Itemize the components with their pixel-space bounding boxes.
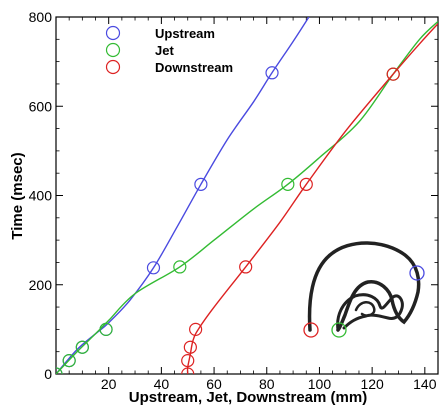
series-downstream — [181, 23, 438, 374]
inset-marker-jet — [331, 322, 347, 338]
data-point-downstream — [189, 322, 203, 336]
plot-area — [55, 16, 439, 375]
data-point-jet — [173, 260, 187, 274]
x-tick-label: 60 — [206, 376, 222, 392]
x-tick-label: 100 — [308, 376, 332, 392]
y-tick-label: 400 — [29, 188, 53, 204]
inset-marker-upstream — [409, 265, 425, 281]
data-point-jet — [281, 177, 295, 191]
legend-label-downstream: Downstream — [155, 60, 233, 75]
data-point-downstream — [181, 354, 195, 368]
data-point-downstream — [239, 260, 253, 274]
series-jet — [56, 20, 438, 374]
data-point-jet — [99, 322, 113, 336]
data-point-downstream — [386, 67, 400, 81]
legend-label-upstream: Upstream — [155, 26, 215, 41]
data-point-upstream — [265, 66, 279, 80]
y-tick-label: 600 — [29, 98, 53, 114]
legend-marker-downstream — [105, 59, 121, 75]
series-line-downstream — [186, 23, 438, 374]
series-layer — [56, 17, 438, 374]
axis-ticks — [56, 16, 438, 375]
tick-labels: 20 40 60 80 100 120 140 0 200 400 600 800 — [29, 9, 437, 392]
data-point-upstream — [194, 177, 208, 191]
legend-marker-jet — [105, 42, 121, 58]
data-point-jet — [75, 340, 89, 354]
y-tick-label: 0 — [44, 366, 52, 382]
vortex-trace-spiral — [354, 301, 376, 317]
data-point-upstream — [146, 261, 161, 275]
y-tick-label: 800 — [29, 9, 53, 25]
series-line-jet — [56, 20, 438, 374]
data-point-downstream — [183, 340, 197, 354]
data-point-downstream — [181, 367, 195, 374]
x-tick-label: 80 — [259, 376, 275, 392]
vortex-inset — [303, 241, 425, 338]
data-point-jet — [62, 354, 76, 368]
x-tick-label: 140 — [413, 376, 437, 392]
legend-marker-upstream — [105, 25, 121, 41]
legend: Upstream Jet Downstream — [105, 25, 233, 75]
x-tick-label: 20 — [101, 376, 117, 392]
x-tick-label: 120 — [360, 376, 384, 392]
x-axis-title: Upstream, Jet, Downstream (mm) — [129, 389, 367, 406]
legend-label-jet: Jet — [155, 43, 174, 58]
y-tick-label: 200 — [29, 277, 53, 293]
data-point-downstream — [299, 177, 313, 191]
inset-marker-downstream — [303, 322, 319, 338]
y-axis-title: Time (msec) — [9, 152, 26, 239]
x-tick-label: 40 — [154, 376, 170, 392]
